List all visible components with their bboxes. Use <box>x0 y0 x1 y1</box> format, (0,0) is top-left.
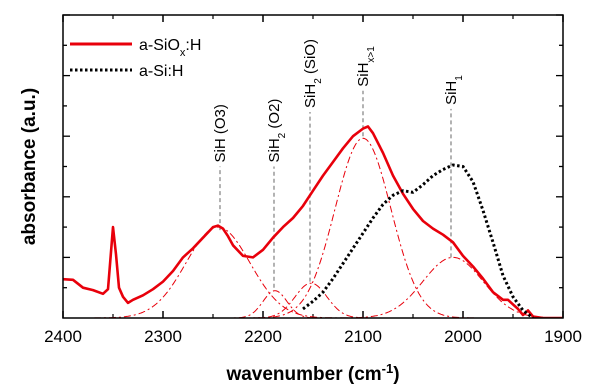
legend-label: a-SiOx:H <box>139 37 201 59</box>
x-tick-label: 2000 <box>444 327 482 346</box>
annotation-label: SiH2 (O2) <box>266 99 288 163</box>
peak-annotations: SiH (O3) SiH2 (O2) SiH2 (SiO) SiHx>1 SiH1 <box>212 39 465 288</box>
x-tick-label: 2200 <box>244 327 282 346</box>
fit-component-curve <box>221 290 329 318</box>
x-tick-label: 2300 <box>144 327 182 346</box>
fit-component-curve <box>237 137 489 318</box>
y-axis-title: absorbance (a.u.) <box>19 88 40 245</box>
series-group <box>63 125 563 318</box>
series-line-a-siox-h <box>63 125 563 318</box>
annotation-label: SiH2 (SiO) <box>302 39 324 108</box>
legend-label: a-Si:H <box>139 63 183 80</box>
annotation-label: SiH (O3) <box>212 104 229 162</box>
annotation-label: SiHx>1 <box>355 46 377 87</box>
x-tick-label: 2100 <box>344 327 382 346</box>
x-axis-title: wavenumber (cm-1) <box>225 361 399 386</box>
annotation-label: SiH1 <box>443 75 465 105</box>
legend: a-SiOx:H a-Si:H <box>70 37 201 80</box>
x-tick-label: 1900 <box>544 327 582 346</box>
fit-component-curve <box>239 282 383 318</box>
x-axis-ticks: 2400 2300 2200 2100 2000 1900 <box>44 15 582 346</box>
fit-component-curve <box>318 256 563 318</box>
x-tick-label: 2400 <box>44 327 82 346</box>
plot-frame <box>62 14 564 319</box>
